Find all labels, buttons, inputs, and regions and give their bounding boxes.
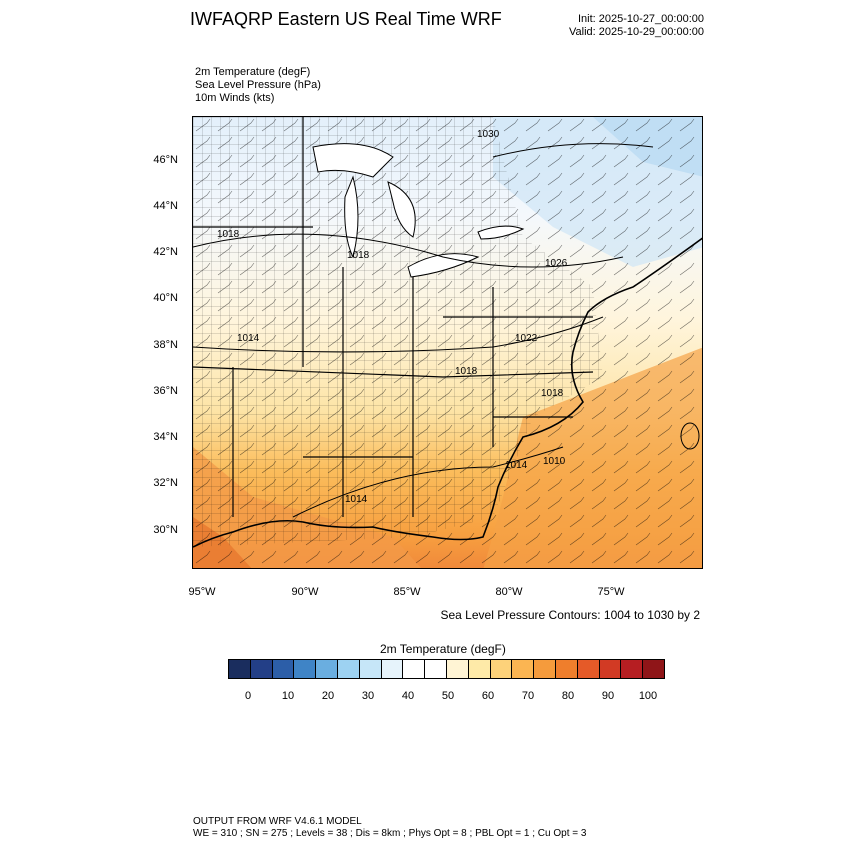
colorbar-swatch: [381, 660, 404, 678]
isobar-label: 1014: [505, 460, 528, 471]
lake-superior: [312, 143, 394, 178]
lat-label: 46°N: [153, 154, 178, 166]
isobar-label: 1026: [545, 258, 568, 269]
colorbar-title: 2m Temperature (degF): [380, 642, 506, 656]
lat-label: 36°N: [153, 385, 178, 397]
colorbar-swatch: [512, 660, 535, 678]
colorbar-swatch: [534, 660, 556, 678]
isobar-label: 1018: [347, 250, 370, 261]
colorbar-swatch: [250, 660, 273, 678]
isobar-label: 1030: [477, 129, 500, 140]
lake-ontario: [477, 225, 525, 240]
colorbar-label: 30: [361, 690, 375, 702]
colorbar-swatch: [490, 660, 513, 678]
colorbar-label: 90: [601, 690, 615, 702]
model-settings: WE = 310 ; SN = 275 ; Levels = 38 ; Dis …: [193, 828, 587, 839]
lon-label: 85°W: [393, 586, 421, 598]
lat-label: 38°N: [153, 339, 178, 351]
pressure-contour-note: Sea Level Pressure Contours: 1004 to 103…: [440, 608, 701, 622]
isobar-label: 1014: [237, 333, 260, 344]
lat-label: 42°N: [153, 246, 178, 258]
init-time: Init: 2025-10-27_00:00:00: [578, 13, 704, 25]
lon-label: 95°W: [188, 586, 216, 598]
colorbar-swatch: [403, 660, 426, 678]
isobar: [292, 446, 564, 518]
colorbar-label: 70: [521, 690, 535, 702]
isobar-label: 1014: [345, 494, 368, 505]
colorbar-swatch: [229, 660, 251, 678]
colorbar-label: 100: [638, 690, 658, 702]
low-pressure-center: [680, 422, 700, 450]
valid-time: Valid: 2025-10-29_00:00:00: [569, 26, 704, 38]
colorbar-swatch: [621, 660, 644, 678]
colorbar-label: 50: [441, 690, 455, 702]
lake-huron: [387, 181, 416, 238]
isobar-label: 1022: [515, 333, 538, 344]
colorbar-swatch: [446, 660, 469, 678]
lon-label: 90°W: [291, 586, 319, 598]
colorbar-swatch: [555, 660, 578, 678]
isobar-label: 1018: [217, 229, 240, 240]
isobar-label: 1018: [541, 388, 564, 399]
lat-label: 30°N: [153, 524, 178, 536]
field-label-pressure: Sea Level Pressure (hPa): [195, 79, 321, 91]
colorbar-label: 60: [481, 690, 495, 702]
map-title: IWFAQRP Eastern US Real Time WRF: [190, 9, 502, 29]
colorbar-label: 20: [321, 690, 335, 702]
isobar-label: 1010: [543, 456, 566, 467]
isobar: [193, 316, 604, 353]
map-panel: 1030 1018 1018 1026 1014 1022 1018 1018 …: [192, 116, 703, 569]
wind-barbs: [193, 117, 702, 568]
colorbar-swatch: [294, 660, 317, 678]
lat-label: 44°N: [153, 200, 178, 212]
lat-label: 34°N: [153, 431, 178, 443]
temperature-colorbar: [228, 659, 665, 679]
model-info: OUTPUT FROM WRF V4.6.1 MODEL: [193, 816, 362, 827]
isobar: [492, 143, 654, 158]
coastline: [193, 237, 702, 548]
colorbar-label: 40: [401, 690, 415, 702]
isobar: [193, 233, 624, 268]
colorbar-swatch: [316, 660, 338, 678]
lat-label: 40°N: [153, 292, 178, 304]
isobar-label: 1018: [455, 366, 478, 377]
colorbar-swatch: [577, 660, 600, 678]
colorbar-label: 0: [244, 690, 252, 702]
colorbar-swatch: [468, 660, 491, 678]
colorbar-swatch: [599, 660, 622, 678]
colorbar-swatch: [272, 660, 295, 678]
colorbar-swatch: [643, 660, 664, 678]
colorbar-label: 80: [561, 690, 575, 702]
lon-label: 80°W: [495, 586, 523, 598]
colorbar-swatch: [359, 660, 382, 678]
colorbar-swatch: [425, 660, 447, 678]
colorbar-label: 10: [281, 690, 295, 702]
lat-label: 32°N: [153, 477, 178, 489]
field-label-temperature: 2m Temperature (degF): [195, 66, 311, 78]
weather-map: 1030 1018 1018 1026 1014 1022 1018 1018 …: [193, 117, 702, 568]
state-borders: [193, 117, 594, 517]
lake-erie: [407, 253, 480, 278]
colorbar-swatch: [337, 660, 360, 678]
field-label-winds: 10m Winds (kts): [195, 92, 275, 104]
lon-label: 75°W: [597, 586, 625, 598]
